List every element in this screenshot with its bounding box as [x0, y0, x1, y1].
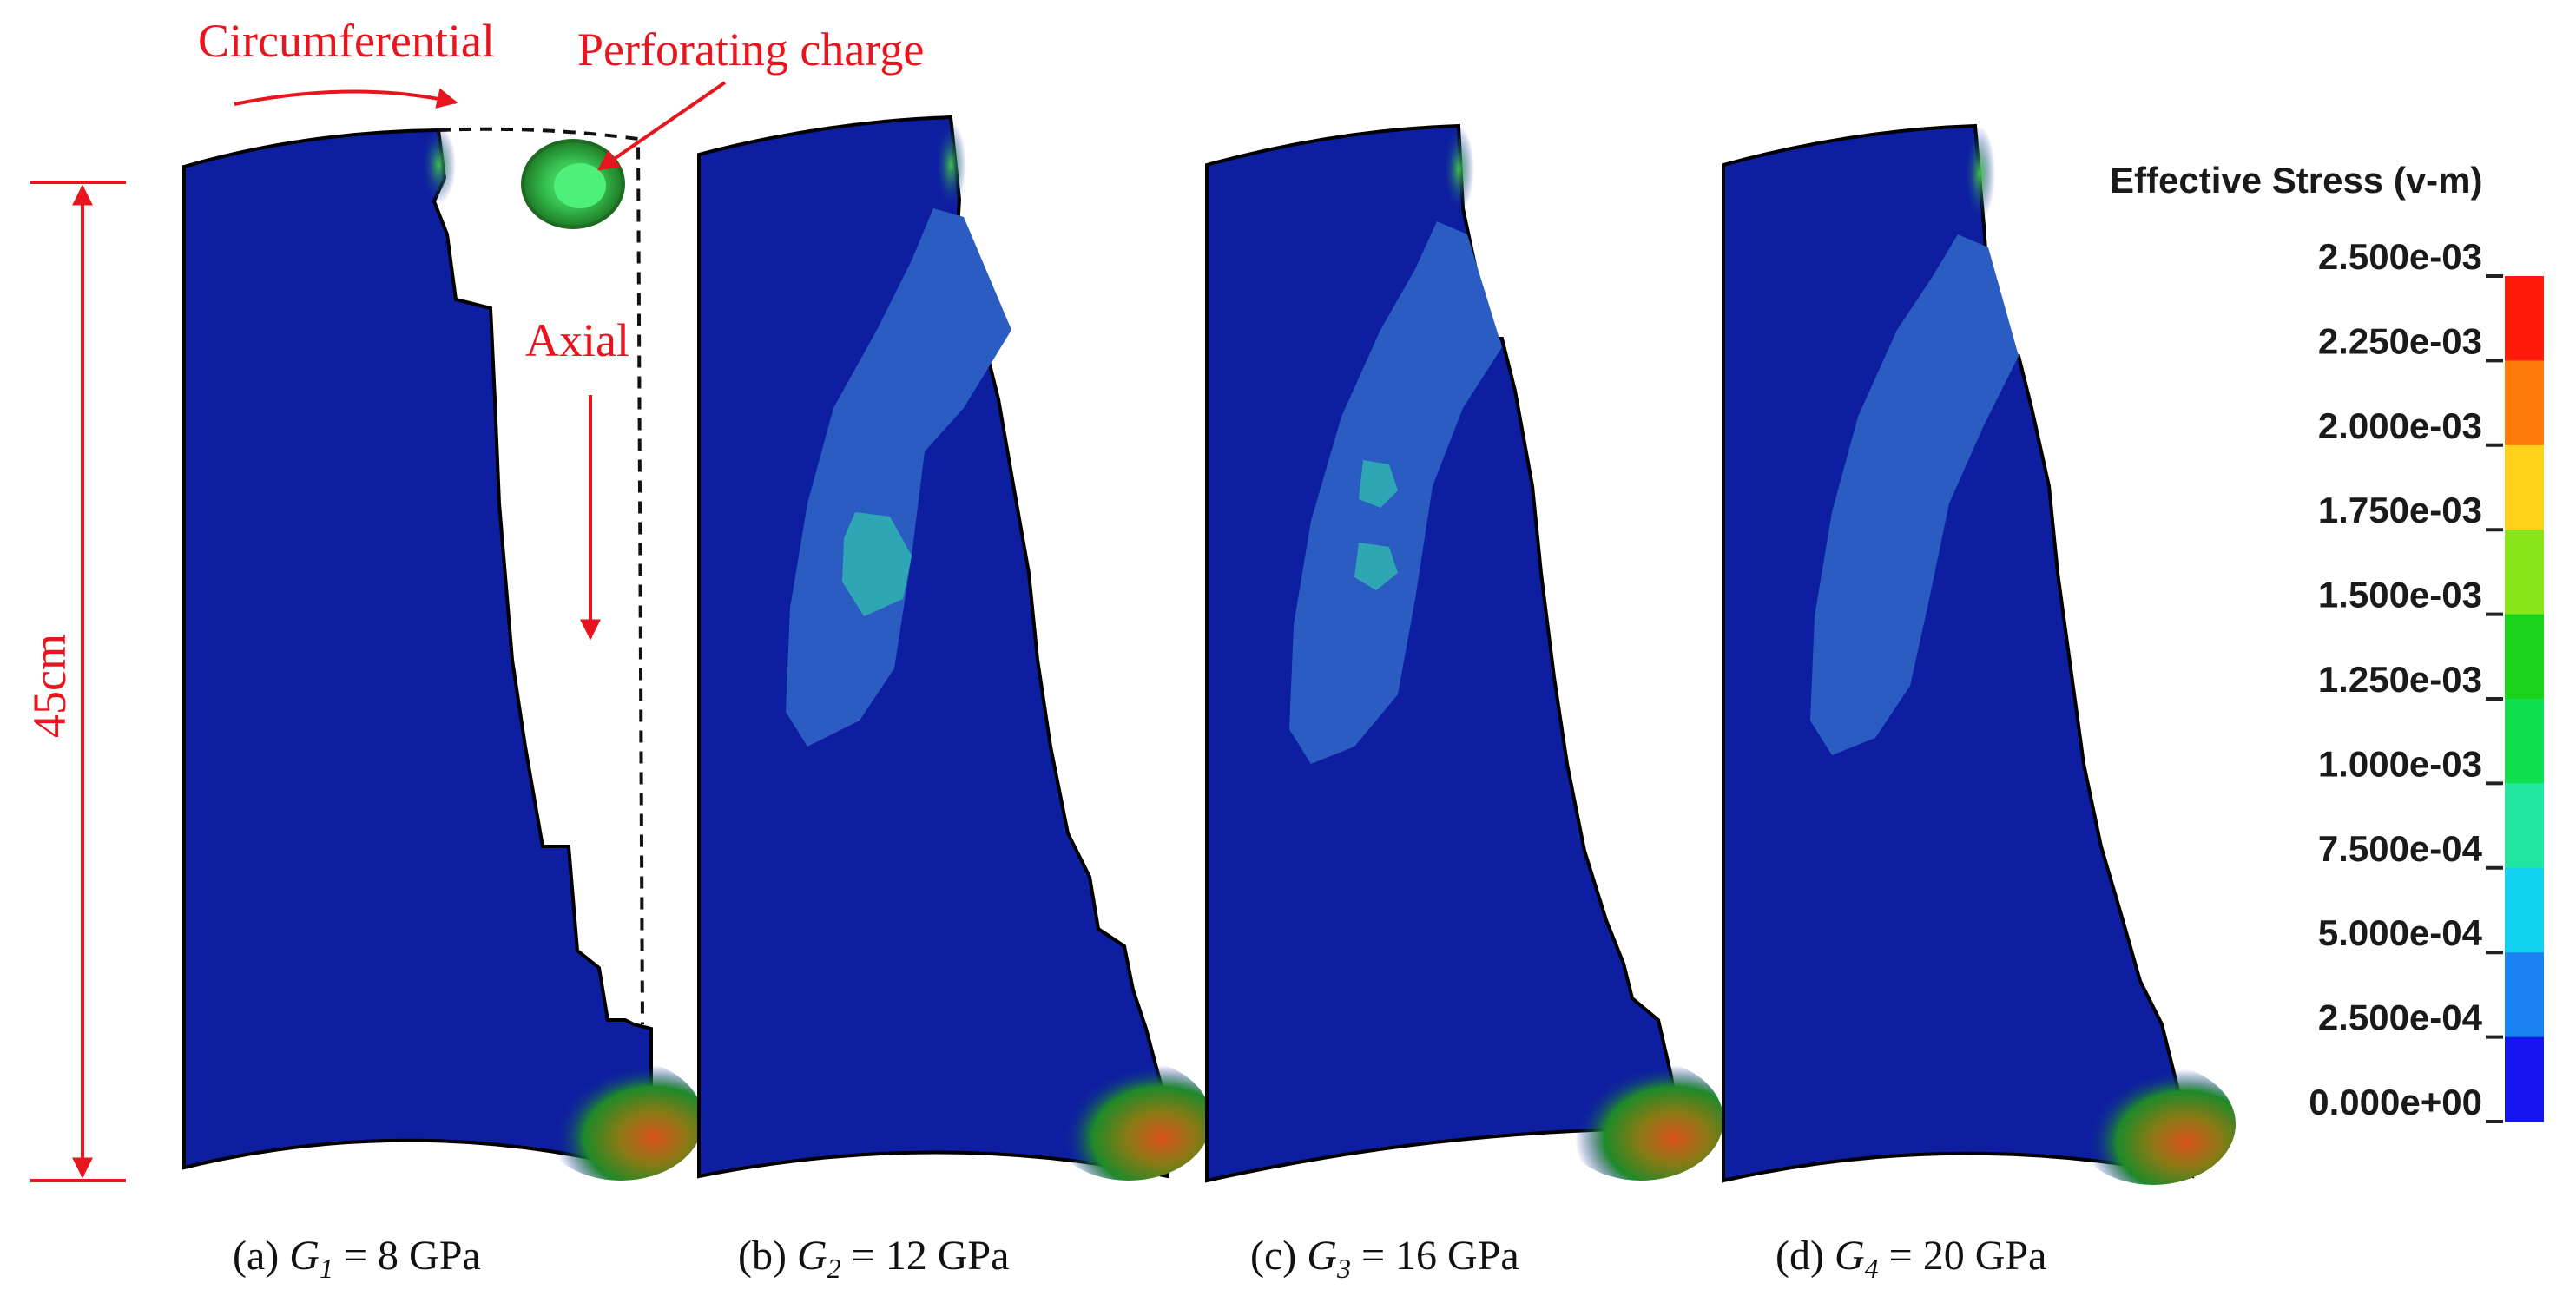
colorbar-swatch-8 — [2505, 952, 2544, 1038]
panel-a-body — [182, 128, 653, 1175]
panel-b-mid-stress-spot — [842, 512, 912, 616]
panel-c-mid-stress-spot-2 — [1354, 543, 1398, 590]
colorbar-swatch-6 — [2505, 783, 2544, 869]
panel-c-body — [1205, 123, 1683, 1183]
panel-b-model — [697, 115, 1211, 1181]
colorbar-label-5: 1.250e-03 — [2318, 659, 2482, 700]
colorbar-swatch-5 — [2505, 699, 2544, 784]
axial-label: Axial — [525, 314, 629, 366]
panel-b-low-stress-region — [786, 208, 1011, 747]
colorbar-label-1: 2.250e-03 — [2318, 320, 2482, 361]
captions: (a) G1 = 8 GPa (b) G2 = 12 GPa (c) G3 = … — [233, 1233, 2046, 1284]
colorbar-swatch-2 — [2505, 444, 2544, 530]
panel-c-model — [1205, 123, 1723, 1183]
colorbar-label-7: 7.500e-04 — [2318, 828, 2483, 869]
colorbar: Effective Stress (v-m) 2.500e-03 2.250e-0… — [2110, 160, 2544, 1123]
colorbar-label-2: 2.000e-03 — [2318, 405, 2482, 446]
colorbar-swatch-1 — [2505, 360, 2544, 446]
colorbar-label-8: 5.000e-04 — [2318, 912, 2483, 953]
colorbar-label-10: 0.000e+00 — [2309, 1082, 2482, 1122]
panel-d-low-stress-region — [1810, 234, 2019, 755]
colorbar-label-6: 1.000e-03 — [2318, 743, 2482, 784]
colorbar-swatch-0 — [2505, 276, 2544, 361]
panel-a-model — [182, 126, 703, 1181]
panel-d-model — [1722, 123, 2236, 1185]
caption-d: (d) G4 = 20 GPa — [1776, 1233, 2046, 1284]
perforating-charge-label: Perforating charge — [577, 23, 924, 76]
panel-a-dashed-outline — [438, 127, 644, 1025]
panel-d-body — [1722, 123, 2195, 1183]
colorbar-swatch-3 — [2505, 530, 2544, 615]
caption-a: (a) G1 = 8 GPa — [233, 1233, 481, 1284]
colorbar-labels: 2.500e-03 2.250e-03 2.000e-03 1.750e-03 1.50… — [2309, 236, 2503, 1123]
colorbar-label-3: 1.750e-03 — [2318, 490, 2482, 530]
circumferential-label: Circumferential — [198, 15, 495, 67]
panel-c-mid-stress-spot-1 — [1359, 460, 1398, 508]
colorbar-label-0: 2.500e-03 — [2318, 236, 2482, 277]
colorbar-title: Effective Stress (v-m) — [2110, 160, 2483, 201]
colorbar-swatch-9 — [2505, 1036, 2544, 1122]
colorbar-swatches — [2505, 276, 2544, 1122]
caption-c: (c) G3 = 16 GPa — [1250, 1233, 1519, 1284]
colorbar-swatch-4 — [2505, 614, 2544, 700]
annotations: Circumferential Perforating charge Axial… — [23, 15, 924, 1182]
colorbar-label-4: 1.500e-03 — [2318, 575, 2482, 615]
caption-b: (b) G2 = 12 GPa — [738, 1233, 1009, 1284]
circumferential-arrow — [234, 88, 458, 109]
colorbar-label-9: 2.500e-04 — [2318, 997, 2483, 1038]
colorbar-swatch-7 — [2505, 867, 2544, 953]
height-label: 45cm — [23, 634, 76, 738]
panel-b-body — [697, 115, 1170, 1179]
perforating-charge-arrow — [597, 81, 727, 171]
